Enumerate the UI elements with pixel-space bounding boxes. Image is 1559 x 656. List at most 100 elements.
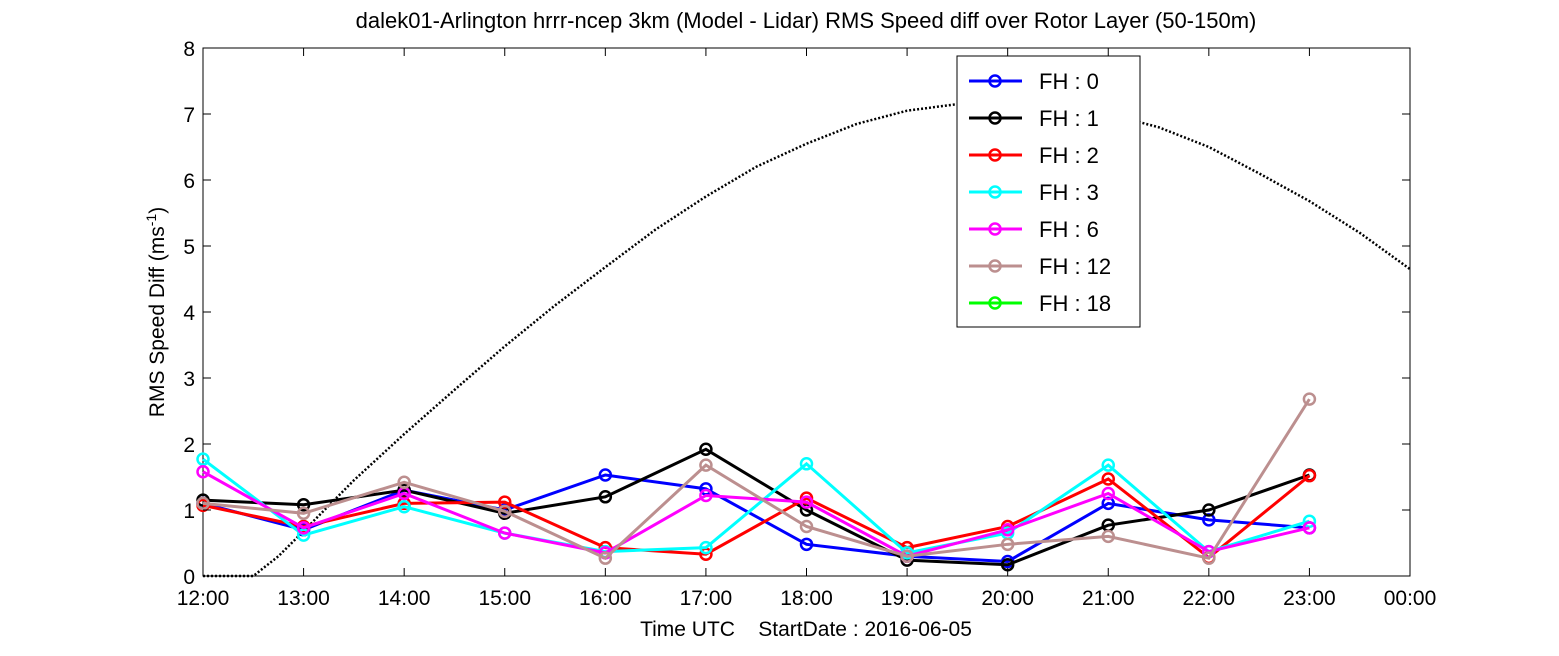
- legend-box: [956, 55, 1141, 328]
- plot-area: [196, 47, 1411, 578]
- series-fh-6: [196, 464, 1317, 563]
- data-point: [296, 506, 311, 521]
- data-point: [799, 519, 814, 534]
- x-tick-label: 15:00: [478, 587, 531, 610]
- legend-label: FH : 12: [1039, 254, 1111, 279]
- y-tick-label: 8: [183, 38, 195, 61]
- annotation-curve-line: [203, 99, 1411, 578]
- series-line: [202, 457, 1310, 555]
- legend-swatch-marker: [988, 185, 1002, 199]
- y-tick-label: 1: [183, 500, 195, 523]
- data-point: [397, 475, 411, 490]
- x-tick-label: 12:00: [177, 587, 230, 610]
- data-point: [799, 495, 814, 509]
- y-axis-label-tail: ): [146, 207, 169, 214]
- legend-swatch-marker: [988, 74, 1002, 88]
- series-line: [202, 474, 1311, 560]
- data-point: [397, 499, 411, 514]
- y-tick-label: 0: [183, 566, 195, 589]
- data-point: [598, 490, 613, 504]
- data-point: [699, 458, 713, 472]
- x-axis-label: Time UTC StartDate : 2016-06-05: [640, 618, 972, 641]
- data-point: [598, 468, 613, 482]
- data-point: [498, 526, 512, 540]
- chart-title: dalek01-Arlington hrrr-ncep 3km (Model -…: [356, 8, 1257, 33]
- legend-swatch-marker: [988, 259, 1002, 273]
- data-point: [799, 457, 814, 471]
- data-point: [1101, 486, 1115, 501]
- data-point: [196, 496, 210, 511]
- y-tick-label: 5: [183, 236, 195, 259]
- legend-label: FH : 18: [1039, 291, 1111, 316]
- series-fh-12: [196, 392, 1317, 565]
- legend-label: FH : 0: [1039, 69, 1099, 94]
- legend-label: FH : 1: [1039, 106, 1099, 131]
- data-point: [1101, 458, 1115, 472]
- data-point: [699, 540, 713, 555]
- x-tick-label: 00:00: [1384, 587, 1437, 610]
- legend-entry: FH : 6: [969, 217, 1099, 242]
- legend-entry: FH : 3: [969, 180, 1099, 205]
- y-tick-label: 7: [183, 104, 195, 127]
- x-axis-ticks: 12:00 13:00 14:00 15:00 16:00 17:00 18:00 19:00…: [177, 48, 1437, 610]
- legend-label: FH : 6: [1039, 217, 1099, 242]
- legend-entry: FH : 18: [969, 291, 1111, 316]
- data-point: [598, 551, 613, 565]
- y-tick-label: 4: [183, 302, 195, 325]
- series-layer: [196, 392, 1317, 572]
- legend-entry: FH : 2: [969, 143, 1099, 168]
- data-point: [196, 452, 210, 466]
- data-point: [1000, 523, 1015, 537]
- legend-entry: FH : 12: [969, 254, 1111, 279]
- legend-label: FH : 2: [1039, 143, 1099, 168]
- y-axis-label: RMS Speed Diff (ms-1): [143, 207, 169, 417]
- data-point: [1202, 503, 1216, 517]
- x-tick-label: 23:00: [1283, 587, 1336, 610]
- data-point: [699, 442, 713, 457]
- data-point: [1202, 551, 1216, 565]
- x-tick-label: 19:00: [881, 587, 934, 610]
- data-point: [1000, 537, 1015, 552]
- legend-swatch-marker: [988, 222, 1002, 236]
- y-axis-label-superscript: -1: [143, 214, 159, 227]
- legend-swatch-marker: [988, 148, 1002, 162]
- data-point: [1101, 472, 1115, 486]
- data-point: [1302, 468, 1317, 483]
- y-tick-label: 2: [183, 434, 195, 457]
- data-point: [699, 488, 713, 503]
- x-tick-label: 20:00: [981, 587, 1034, 610]
- data-point: [1302, 521, 1317, 535]
- x-tick-label: 17:00: [680, 587, 733, 610]
- legend-swatch-marker: [988, 111, 1002, 125]
- x-tick-label: 22:00: [1183, 587, 1236, 610]
- legend-items: FH : 0 FH : 1 FH : 2 FH : 3 FH : 6 FH : 12 FH …: [969, 69, 1111, 316]
- y-tick-label: 3: [183, 368, 195, 391]
- series-line: [202, 470, 1310, 558]
- x-tick-label: 14:00: [378, 587, 431, 610]
- data-point: [296, 521, 311, 535]
- data-point: [1101, 529, 1115, 544]
- legend-swatch-marker: [988, 296, 1002, 310]
- data-point: [498, 495, 512, 509]
- x-tick-label: 18:00: [780, 587, 833, 610]
- data-point: [1302, 514, 1317, 528]
- data-point: [296, 497, 311, 512]
- data-point: [296, 528, 311, 542]
- data-point: [498, 504, 512, 519]
- data-point: [1302, 392, 1317, 406]
- y-axis-label-main: RMS Speed Diff (ms: [146, 226, 169, 417]
- annotation-layer: [203, 99, 1411, 578]
- y-axis-ticks: 0 1 2 3 4 5 6 7 8: [183, 38, 1410, 589]
- data-point: [799, 537, 814, 552]
- legend-entry: FH : 1: [969, 106, 1099, 131]
- series-line: [202, 447, 1310, 567]
- legend: FH : 0 FH : 1 FH : 2 FH : 3 FH : 6 FH : 12 FH …: [956, 55, 1141, 328]
- y-tick-label: 6: [183, 170, 195, 193]
- data-point: [196, 464, 210, 479]
- series-line: [202, 398, 1311, 560]
- legend-entry: FH : 0: [969, 69, 1099, 94]
- legend-label: FH : 3: [1039, 180, 1099, 205]
- series-line: [202, 473, 1310, 564]
- x-tick-label: 16:00: [579, 587, 632, 610]
